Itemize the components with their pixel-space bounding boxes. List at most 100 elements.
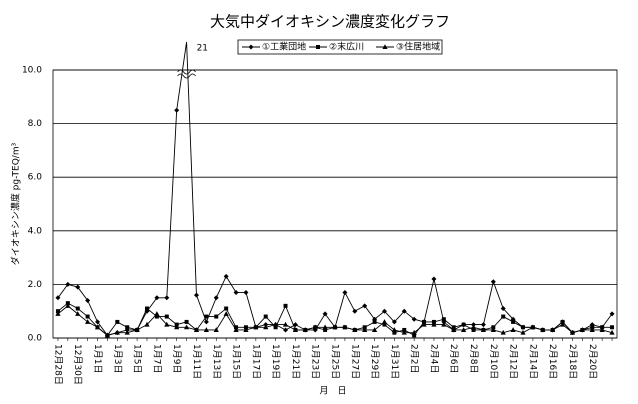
marker	[224, 306, 229, 311]
marker	[470, 324, 477, 330]
marker	[164, 321, 170, 327]
marker	[411, 329, 417, 335]
y-axis-label: ダイオキシン濃度 pg-TEQ/m³	[10, 142, 22, 265]
x-tick-label: 12月28日	[52, 344, 63, 385]
marker	[510, 327, 516, 332]
marker	[352, 327, 358, 332]
marker	[501, 314, 506, 319]
plot-frame	[52, 69, 618, 339]
x-tick-label: 1月29日	[369, 344, 380, 379]
marker	[184, 319, 189, 324]
marker	[55, 295, 61, 301]
x-axis-label: 月 日	[319, 386, 346, 397]
marker	[421, 321, 427, 327]
x-tick-label: 12月30日	[72, 344, 83, 385]
marker	[125, 325, 130, 330]
marker	[145, 306, 149, 311]
marker	[461, 327, 467, 332]
marker	[263, 324, 269, 330]
marker	[174, 107, 180, 113]
x-tick-label: 1月3日	[112, 344, 123, 373]
legend-box	[237, 39, 443, 55]
marker	[559, 321, 566, 327]
series-line	[57, 302, 613, 336]
x-tick-label: 1月11日	[191, 344, 202, 379]
marker	[164, 314, 169, 319]
marker	[154, 311, 160, 316]
marker	[154, 314, 159, 319]
marker	[521, 325, 525, 330]
marker	[302, 327, 308, 332]
x-tick-label: 2月12日	[508, 344, 519, 379]
marker	[214, 314, 219, 319]
marker	[115, 319, 120, 324]
y-tick-label: 0.0	[28, 334, 43, 344]
marker	[203, 327, 209, 332]
x-tick-label: 2月2日	[409, 344, 420, 373]
marker	[283, 327, 289, 333]
x-tick-label: 2月4日	[428, 344, 439, 373]
marker	[85, 297, 91, 303]
x-tick-label: 1月1日	[92, 344, 103, 373]
marker	[609, 311, 615, 317]
y-tick-label: 6.0	[28, 173, 43, 183]
marker	[134, 327, 140, 332]
marker	[233, 327, 239, 332]
marker	[362, 327, 368, 332]
marker	[213, 327, 219, 332]
marker	[223, 273, 229, 279]
marker	[412, 333, 417, 338]
x-tick-label: 2月8日	[468, 344, 479, 373]
marker	[94, 324, 101, 330]
marker	[332, 324, 338, 330]
legend-label: ③住居地域	[396, 41, 440, 53]
marker	[223, 311, 229, 316]
legend-label: ②末広川	[329, 41, 364, 53]
x-tick-label: 1月27日	[349, 344, 360, 379]
marker	[174, 324, 180, 330]
marker	[154, 295, 160, 301]
marker	[382, 322, 387, 327]
marker	[253, 324, 259, 330]
marker	[461, 322, 466, 327]
marker	[382, 44, 388, 49]
x-tick-label: 1月23日	[310, 344, 321, 379]
x-tick-label: 2月20日	[587, 344, 598, 379]
x-tick-label: 1月21日	[290, 344, 301, 379]
marker	[114, 329, 120, 335]
x-tick-label: 2月10日	[488, 344, 499, 379]
peak-label: 21	[197, 44, 208, 54]
marker	[144, 321, 150, 327]
marker	[283, 303, 288, 308]
marker	[401, 308, 407, 314]
x-tick-label: 2月6日	[448, 344, 459, 373]
marker	[391, 319, 397, 325]
marker	[500, 329, 506, 335]
y-tick-label: 4.0	[28, 226, 43, 236]
marker	[263, 314, 268, 319]
x-tick-label: 1月7日	[151, 344, 162, 373]
chart-title: 大気中ダイオキシン濃度変化グラフ	[210, 13, 450, 31]
x-tick-label: 2月16日	[547, 344, 558, 379]
legend-label: ①工業団地	[262, 41, 306, 53]
marker	[322, 324, 328, 330]
marker	[401, 329, 407, 335]
marker	[471, 327, 476, 332]
marker	[381, 319, 388, 324]
marker	[193, 327, 200, 332]
marker	[85, 314, 90, 319]
marker	[391, 327, 397, 332]
marker	[75, 311, 81, 316]
marker	[569, 329, 576, 335]
axis-break	[177, 69, 196, 79]
marker	[85, 319, 91, 324]
marker	[540, 327, 546, 332]
x-tick-label: 1月13日	[211, 344, 222, 379]
x-tick-label: 1月19日	[270, 344, 281, 379]
marker	[451, 327, 457, 332]
marker	[381, 308, 387, 314]
marker	[431, 276, 437, 282]
marker	[589, 327, 595, 332]
